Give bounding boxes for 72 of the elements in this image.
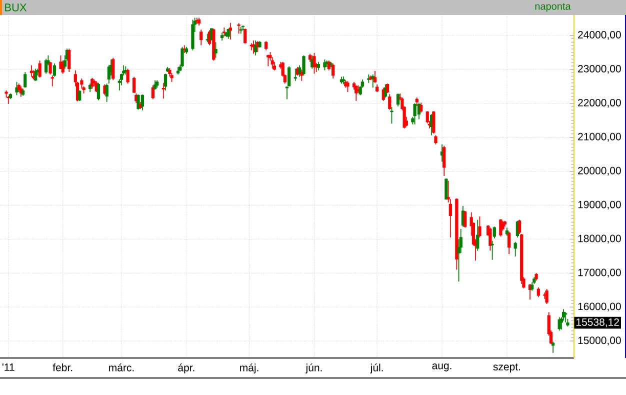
y-tick-label: 23000,00	[578, 65, 621, 74]
candlestick	[164, 73, 168, 91]
candlestick	[105, 83, 108, 102]
candlestick	[488, 227, 492, 252]
candlestick	[536, 286, 540, 298]
candlestick	[300, 69, 304, 82]
candlestick	[68, 48, 71, 72]
candlestick	[420, 102, 423, 113]
x-tick-label: júl.	[370, 364, 383, 374]
candlestick	[50, 74, 54, 87]
x-tick-label: '11	[2, 364, 14, 371]
candlestick	[214, 42, 218, 58]
candlestick	[241, 25, 245, 31]
chart-title: BUX	[5, 4, 27, 12]
y-tick-label: 21000,00	[578, 132, 621, 142]
x-tick-label: febr.	[52, 364, 72, 372]
candlestick	[386, 83, 390, 94]
candlestick	[442, 145, 446, 176]
y-tick-label: 24000,00	[578, 31, 621, 40]
x-tick-label: szept.	[493, 364, 520, 372]
candlestick	[514, 241, 517, 257]
x-tick-label: aug.	[432, 364, 452, 372]
candlestick	[96, 82, 100, 101]
candlestick	[432, 110, 436, 134]
candlestick	[24, 72, 27, 88]
candlestick	[464, 210, 467, 228]
candlestick	[552, 341, 555, 354]
candlestick	[30, 64, 33, 78]
x-tick-label: jún.	[306, 364, 322, 374]
candlestick	[244, 28, 247, 44]
candlestick	[200, 29, 203, 46]
candlestick	[48, 61, 52, 75]
candlestick	[499, 218, 502, 237]
candlestick	[492, 226, 496, 239]
candlestick	[564, 312, 568, 323]
candlestick	[162, 82, 165, 99]
y-tick-label: 15000,00	[578, 336, 621, 346]
chart-subtitle: naponta	[535, 3, 571, 12]
candlestick	[302, 54, 306, 76]
y-tick-label: 16000,00	[578, 302, 621, 312]
candlestick	[390, 106, 394, 124]
x-tick-label: ápr.	[178, 364, 194, 374]
candlestick	[312, 52, 316, 74]
candlestick	[126, 68, 130, 84]
y-tick-label: 20000,00	[578, 166, 621, 176]
candlestick	[180, 46, 184, 68]
candlestick	[237, 22, 240, 34]
candlestick	[264, 40, 268, 51]
y-tick-label: 22000,00	[578, 98, 621, 108]
candlestick	[254, 40, 258, 56]
x-tick-label: márc.	[109, 364, 134, 372]
candlestick	[508, 231, 511, 255]
candlestick	[373, 70, 377, 84]
text: 15538,12	[576, 318, 619, 328]
candlestick	[288, 66, 291, 87]
y-tick-label: 18000,00	[578, 234, 621, 244]
candlestick	[228, 22, 232, 40]
candlestick	[476, 219, 480, 252]
candlestick	[52, 63, 56, 77]
candlestick	[332, 63, 335, 79]
candlestick	[112, 57, 115, 81]
candlestick	[490, 240, 494, 260]
candlestick	[151, 84, 154, 100]
candlestick	[478, 216, 482, 238]
candlestick	[132, 76, 136, 94]
y-tick-label: 17000,00	[578, 268, 621, 278]
candlestick	[518, 219, 522, 234]
candlestick	[434, 134, 438, 145]
x-tick-label: máj.	[240, 364, 258, 374]
candlestick	[294, 68, 297, 82]
y-tick-label: 19000,00	[578, 200, 621, 210]
candlestick	[388, 94, 392, 110]
